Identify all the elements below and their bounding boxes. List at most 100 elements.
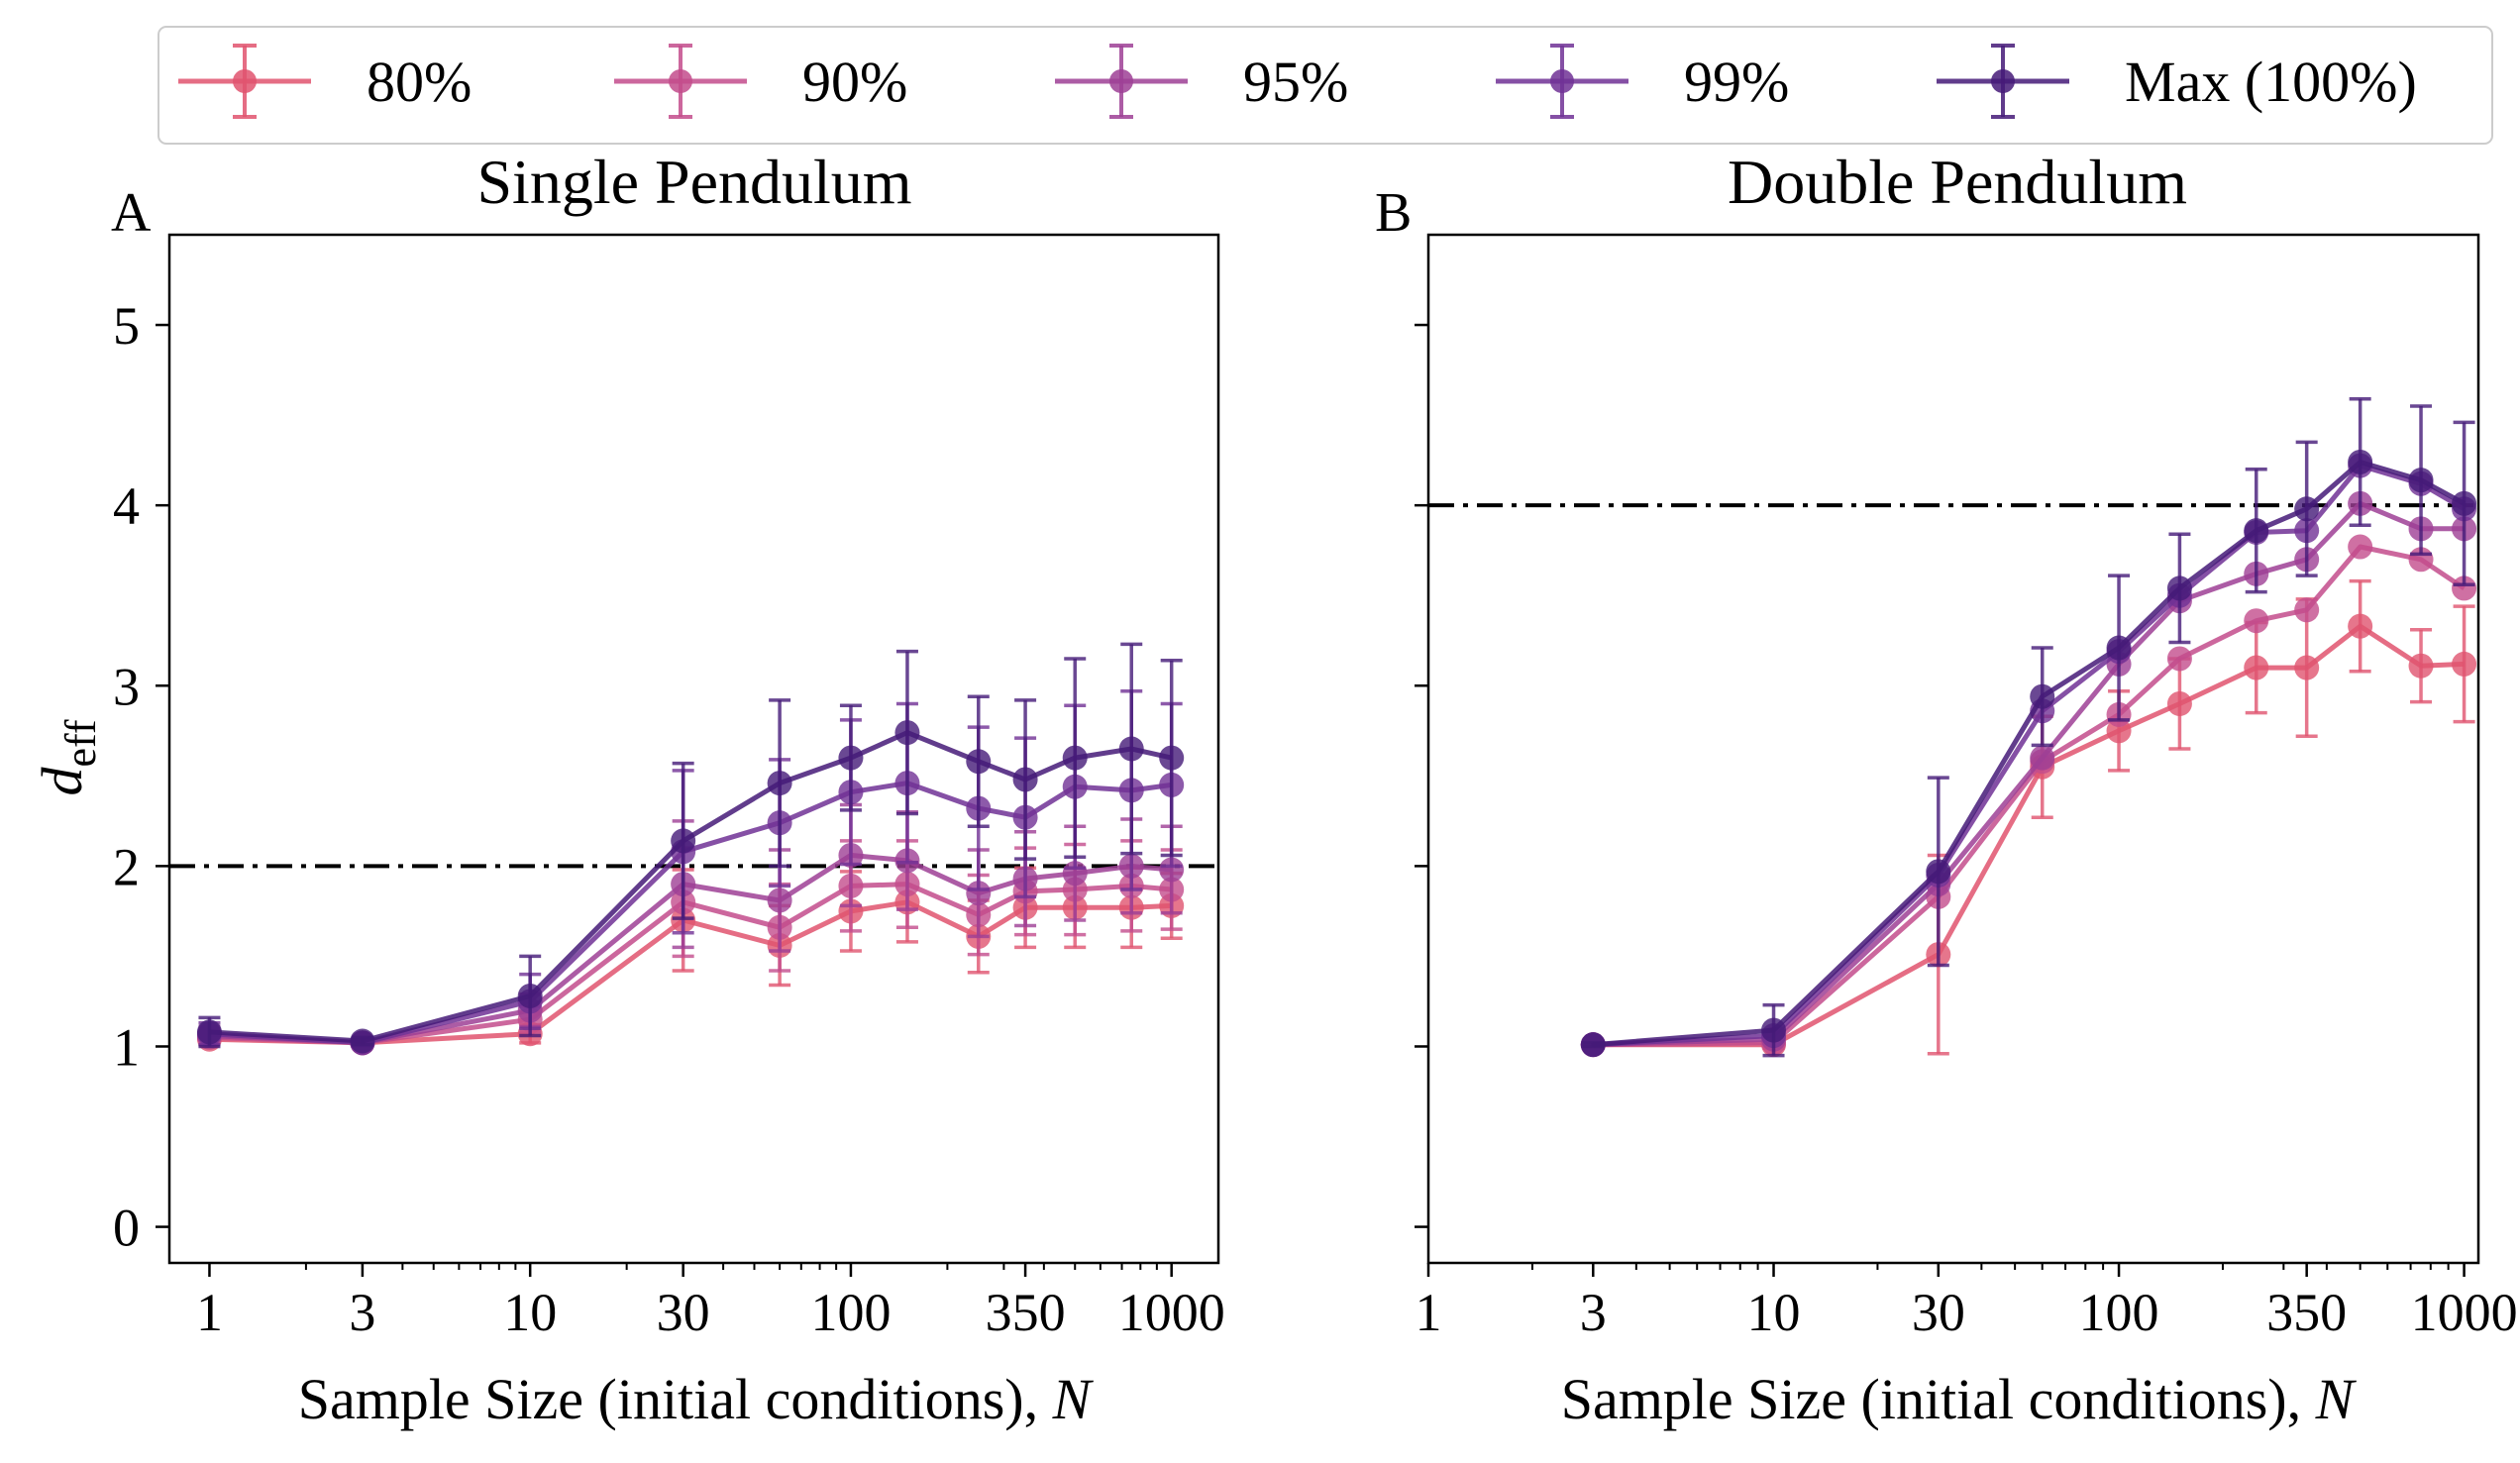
data-point	[2244, 655, 2269, 680]
legend-item: Max (100%)	[1937, 44, 2417, 119]
data-point	[1159, 745, 1185, 771]
panel-b-x-axis-label-var: N	[2315, 1367, 2358, 1431]
x-tick-label: 1000	[1118, 1283, 1225, 1342]
data-point	[838, 745, 864, 771]
legend-item: 90%	[614, 44, 907, 119]
plot-frame	[1426, 233, 2480, 1265]
series	[196, 642, 1185, 1054]
panel-b-x-axis-label: Sample Size (initial conditions), N	[1561, 1367, 2358, 1431]
x-tick-label: 350	[986, 1283, 1066, 1342]
legend-label: Max (100%)	[2125, 50, 2417, 114]
x-tick-label: 1	[196, 1283, 223, 1342]
data-point	[2452, 651, 2477, 677]
series-line	[1593, 500, 2465, 1048]
legend-label: 95%	[1243, 50, 1348, 114]
data-point	[2348, 613, 2373, 639]
legend-item: 99%	[1496, 44, 1789, 119]
data-point	[2348, 449, 2373, 474]
data-point	[767, 771, 792, 796]
data-point	[2166, 575, 2192, 601]
y-tick-label: 2	[113, 837, 140, 896]
legend-items: 80% 90% 95% 99% Max (100%)	[178, 44, 2417, 119]
data-point	[2408, 653, 2434, 679]
x-tick-label: 1	[1416, 1283, 1442, 1342]
panel-a-letter: A	[111, 182, 152, 244]
legend-label: 99%	[1684, 50, 1789, 114]
data-point	[2166, 690, 2192, 716]
legend-item: 95%	[1055, 44, 1348, 119]
x-tick-label: 30	[1912, 1283, 1965, 1342]
legend: 80% 90% 95% 99% Max (100%)	[158, 26, 2493, 145]
data-point	[671, 828, 696, 854]
legend-item: 80%	[178, 44, 472, 119]
data-point	[2030, 745, 2055, 771]
legend-swatch-marker	[1550, 69, 1574, 93]
data-point	[517, 983, 543, 1008]
x-tick-label: 100	[810, 1283, 891, 1342]
x-tick-label: 100	[2079, 1283, 2159, 1342]
panel-b-title: Double Pendulum	[1728, 147, 2187, 217]
panel-a-x-axis-label-main: Sample Size (initial conditions),	[298, 1367, 1053, 1431]
y-tick-label: 4	[113, 476, 140, 536]
data-point	[966, 881, 992, 906]
data-point	[894, 720, 920, 746]
series-line	[1593, 623, 2465, 1048]
plot-frame	[167, 233, 1220, 1265]
data-point	[2030, 683, 2055, 709]
panel-b-x-axis-label-main: Sample Size (initial conditions),	[1561, 1367, 2316, 1431]
data-point	[2408, 468, 2434, 493]
x-tick-label: 3	[349, 1283, 375, 1342]
data-point	[1062, 745, 1088, 771]
y-tick-label: 1	[113, 1017, 140, 1077]
legend-swatch-marker	[669, 69, 692, 93]
series	[1580, 453, 2477, 1058]
legend-swatch-marker	[1991, 69, 2015, 93]
data-point	[2452, 575, 2477, 601]
y-tick-label: 5	[113, 296, 140, 356]
legend-swatch-marker	[233, 69, 257, 93]
data-point	[767, 888, 792, 913]
panel-b-plot: 1 3 10 30 100 350 1000	[1415, 233, 2518, 1342]
data-point	[2106, 635, 2132, 661]
legend-frame	[158, 26, 2493, 145]
data-point	[1012, 767, 1038, 792]
data-point	[1761, 1017, 1787, 1043]
panel-a-x-axis-label-var: N	[1052, 1367, 1095, 1431]
data-point	[2294, 496, 2320, 522]
data-point	[2244, 608, 2269, 634]
data-point	[1118, 736, 1144, 762]
x-tick-label: 350	[2266, 1283, 2347, 1342]
data-point	[1926, 859, 1951, 885]
y-axis-label-main: d	[30, 767, 94, 796]
data-point	[2166, 646, 2192, 672]
series	[1580, 396, 2477, 1058]
series-line	[1593, 463, 2466, 1048]
data-point	[2294, 655, 2320, 680]
panel-a-x-axis-label: Sample Size (initial conditions), N	[298, 1367, 1095, 1431]
data-point	[966, 749, 992, 775]
legend-label: 90%	[802, 50, 907, 114]
series	[1580, 490, 2477, 1058]
data-point	[2348, 534, 2373, 560]
data-point	[1580, 1032, 1606, 1058]
x-tick-label: 10	[503, 1283, 557, 1342]
y-axis-label-sub: eff	[56, 719, 105, 767]
x-tick-label: 3	[1580, 1283, 1607, 1342]
legend-swatch-marker	[1109, 69, 1133, 93]
panel-a-title: Single Pendulum	[476, 147, 911, 217]
y-tick-label: 0	[113, 1199, 140, 1258]
series-line	[1593, 460, 2466, 1048]
data-point	[1159, 857, 1185, 883]
data-point	[2244, 518, 2269, 544]
y-tick-label: 3	[113, 657, 140, 716]
data-point	[2452, 490, 2477, 516]
data-point	[350, 1028, 375, 1054]
x-tick-label: 30	[657, 1283, 710, 1342]
x-tick-label: 10	[1747, 1283, 1801, 1342]
y-axis-label: deff	[30, 719, 105, 795]
panel-b-letter: B	[1375, 182, 1412, 244]
data-point	[196, 1019, 222, 1045]
